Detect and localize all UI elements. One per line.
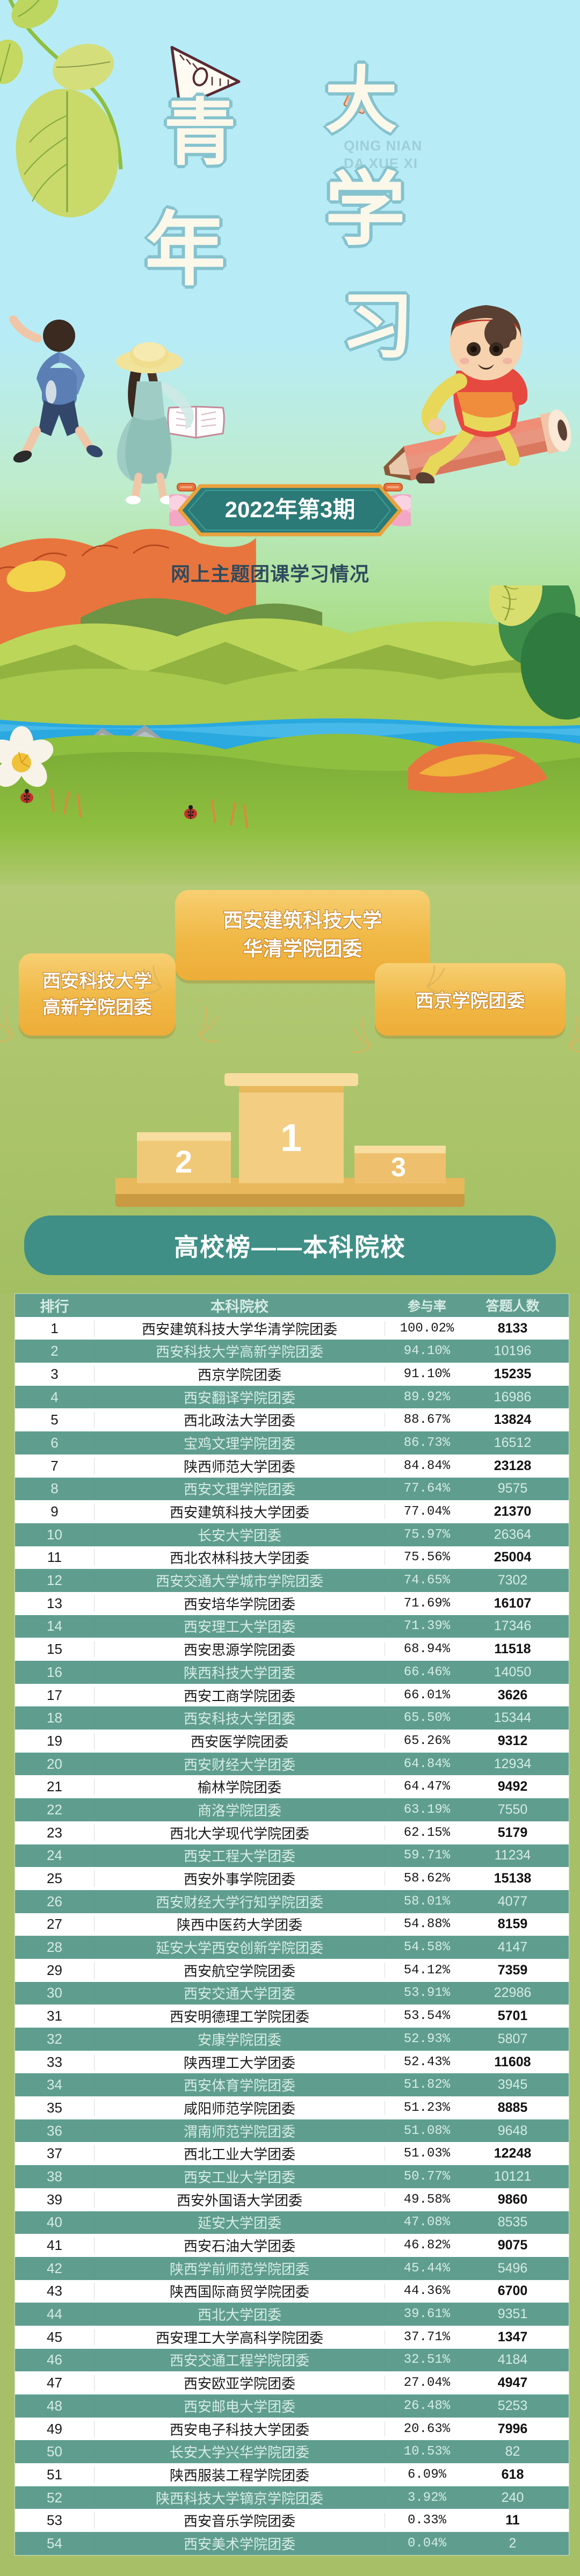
svg-text:3: 3 — [391, 1152, 406, 1182]
svg-text:1: 1 — [280, 1117, 302, 1160]
svg-text:2: 2 — [175, 1145, 192, 1180]
svg-text:2022年第3期: 2022年第3期 — [225, 497, 356, 522]
